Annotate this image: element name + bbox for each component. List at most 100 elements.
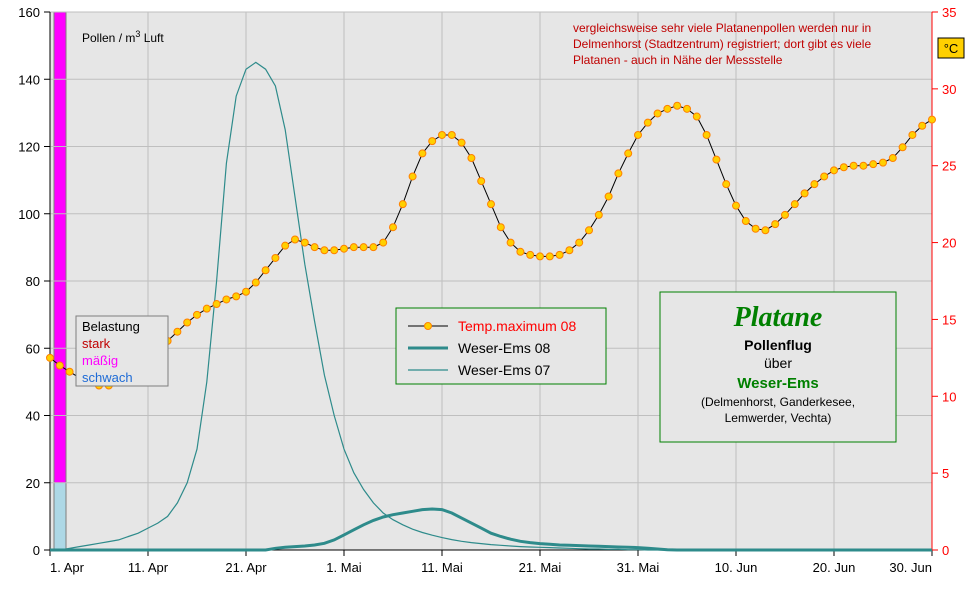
info-cities: Lemwerder, Vechta) — [725, 411, 832, 425]
temp-marker — [831, 167, 838, 174]
temp-marker — [664, 105, 671, 112]
y-left-label: 140 — [18, 72, 40, 87]
temp-marker — [586, 227, 593, 234]
temp-marker — [546, 253, 553, 260]
temp-marker — [880, 159, 887, 166]
temp-marker — [419, 150, 426, 157]
y-right-label: 35 — [942, 5, 956, 20]
y-right-label: 10 — [942, 389, 956, 404]
legend-label-temp: Temp.maximum 08 — [458, 318, 576, 334]
x-tick-label: 21. Mai — [519, 560, 562, 575]
y-left-label: 20 — [26, 476, 40, 491]
temp-marker — [488, 201, 495, 208]
temp-marker — [321, 247, 328, 254]
x-tick-label: 11. Apr — [128, 560, 169, 575]
temp-marker — [233, 293, 240, 300]
legend-temp-marker — [425, 323, 432, 330]
temp-marker — [625, 150, 632, 157]
chart-svg: 1. Apr11. Apr21. Apr1. Mai11. Mai21. Mai… — [0, 0, 968, 602]
temp-marker — [821, 173, 828, 180]
temp-marker — [380, 239, 387, 246]
info-sub2: über — [764, 355, 792, 371]
y-left-label: 40 — [26, 409, 40, 424]
x-tick-label: 21. Apr — [225, 560, 267, 575]
x-tick-label: 20. Jun — [813, 560, 856, 575]
temp-marker — [556, 251, 563, 258]
temp-marker — [801, 190, 808, 197]
y-right-label: 0 — [942, 543, 949, 558]
temp-marker — [331, 247, 338, 254]
temp-marker — [517, 248, 524, 255]
x-tick-label: 1. Mai — [326, 560, 362, 575]
temp-marker — [684, 105, 691, 112]
temp-marker — [576, 239, 583, 246]
info-sub1: Pollenflug — [744, 337, 812, 353]
y-right-label: 5 — [942, 466, 949, 481]
temp-marker — [635, 131, 642, 138]
y-left-label: 100 — [18, 207, 40, 222]
x-tick-label: 10. Jun — [715, 560, 758, 575]
temp-marker — [458, 139, 465, 146]
belastung-item: schwach — [82, 370, 133, 385]
temp-marker — [350, 244, 357, 251]
temp-marker — [429, 138, 436, 145]
legend-label-we08: Weser-Ems 08 — [458, 340, 551, 356]
temp-marker — [399, 201, 406, 208]
temp-marker — [272, 254, 279, 261]
temp-marker — [409, 173, 416, 180]
annotation-line: Platanen - auch in Nähe der Messstelle — [573, 53, 783, 67]
annotation-line: vergleichsweise sehr viele Platanenpolle… — [573, 21, 871, 35]
x-tick-label: 31. Mai — [617, 560, 660, 575]
temp-marker — [929, 116, 936, 123]
temp-marker — [919, 122, 926, 129]
x-tick-label: 30. Jun — [889, 560, 932, 575]
temp-marker — [341, 245, 348, 252]
y-right-label: 30 — [942, 82, 956, 97]
temp-marker — [840, 164, 847, 171]
temp-marker — [654, 110, 661, 117]
intensity-bar-schwach — [54, 483, 66, 550]
temp-marker — [56, 362, 63, 369]
y-right-label: 15 — [942, 312, 956, 327]
temp-marker — [782, 211, 789, 218]
temp-marker — [850, 162, 857, 169]
annotation-line: Delmenhorst (Stadtzentrum) registriert; … — [573, 37, 871, 51]
temp-marker — [870, 161, 877, 168]
temp-marker — [595, 211, 602, 218]
temp-marker — [301, 239, 308, 246]
y-left-label: 120 — [18, 140, 40, 155]
intensity-bar-maessig — [54, 12, 66, 483]
temp-marker — [223, 296, 230, 303]
temp-marker — [703, 131, 710, 138]
temp-marker — [478, 178, 485, 185]
temp-marker — [752, 225, 759, 232]
temp-marker — [811, 181, 818, 188]
temp-marker — [203, 305, 210, 312]
temp-marker — [762, 227, 769, 234]
chart-container: 1. Apr11. Apr21. Apr1. Mai11. Mai21. Mai… — [0, 0, 968, 602]
temp-marker — [860, 162, 867, 169]
temp-marker — [909, 131, 916, 138]
belastung-title: Belastung — [82, 319, 140, 334]
temp-marker — [497, 224, 504, 231]
temp-marker — [311, 244, 318, 251]
x-tick-label: 11. Mai — [421, 560, 463, 575]
temp-marker — [674, 102, 681, 109]
y-right-label: 25 — [942, 159, 956, 174]
temp-marker — [889, 155, 896, 162]
temp-marker — [742, 218, 749, 225]
temp-marker — [507, 239, 514, 246]
temp-marker — [262, 267, 269, 274]
temp-marker — [468, 155, 475, 162]
temp-marker — [713, 156, 720, 163]
temp-marker — [370, 244, 377, 251]
temp-marker — [184, 319, 191, 326]
temp-marker — [47, 354, 54, 361]
y-left-label: 0 — [33, 543, 40, 558]
temp-marker — [439, 131, 446, 138]
temp-marker — [360, 244, 367, 251]
y-left-label: 60 — [26, 341, 40, 356]
temp-marker — [791, 201, 798, 208]
temp-marker — [723, 181, 730, 188]
info-title: Platane — [733, 302, 823, 333]
